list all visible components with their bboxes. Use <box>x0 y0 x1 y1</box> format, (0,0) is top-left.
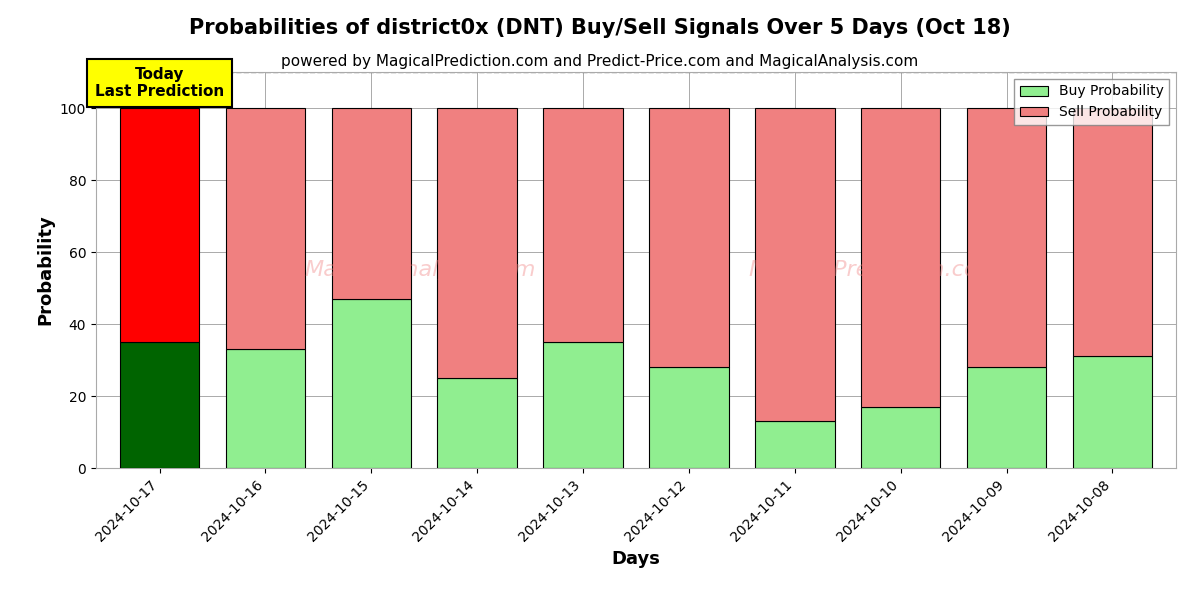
Text: Today
Last Prediction: Today Last Prediction <box>95 67 224 99</box>
Bar <box>331 108 412 299</box>
Bar <box>862 108 941 407</box>
Bar <box>649 108 728 367</box>
Bar <box>755 421 834 468</box>
X-axis label: Days: Days <box>612 550 660 568</box>
Bar <box>755 108 834 421</box>
Bar <box>649 367 728 468</box>
Text: MagicalPrediction.com: MagicalPrediction.com <box>748 260 1000 280</box>
Text: MagicalAnalysis.com: MagicalAnalysis.com <box>305 260 535 280</box>
Bar <box>120 342 199 468</box>
Bar <box>544 108 623 342</box>
Bar <box>226 349 305 468</box>
Bar <box>120 108 199 342</box>
Y-axis label: Probability: Probability <box>36 215 54 325</box>
Bar <box>438 378 517 468</box>
Bar <box>226 108 305 349</box>
Bar <box>1073 356 1152 468</box>
Bar <box>967 367 1046 468</box>
Bar <box>438 108 517 378</box>
Bar <box>967 108 1046 367</box>
Bar <box>862 407 941 468</box>
Bar <box>544 342 623 468</box>
Text: powered by MagicalPrediction.com and Predict-Price.com and MagicalAnalysis.com: powered by MagicalPrediction.com and Pre… <box>281 54 919 69</box>
Bar <box>331 299 412 468</box>
Bar <box>1073 108 1152 356</box>
Text: Probabilities of district0x (DNT) Buy/Sell Signals Over 5 Days (Oct 18): Probabilities of district0x (DNT) Buy/Se… <box>190 18 1010 38</box>
Legend: Buy Probability, Sell Probability: Buy Probability, Sell Probability <box>1014 79 1169 125</box>
